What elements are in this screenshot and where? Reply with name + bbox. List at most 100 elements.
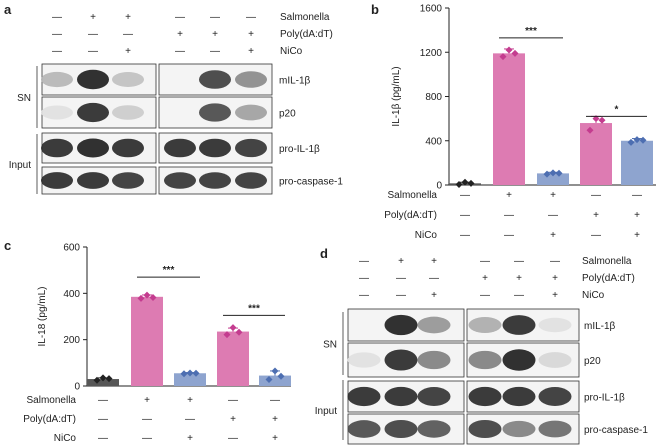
blot-band xyxy=(538,420,572,438)
bar xyxy=(493,53,525,186)
data-point xyxy=(180,370,188,378)
condition-sign: + xyxy=(634,230,640,241)
blot-band xyxy=(41,105,73,120)
y-tick-label: 0 xyxy=(74,382,80,393)
blot-condition-sign: + xyxy=(431,290,437,301)
blot-condition-sign: — xyxy=(359,256,369,267)
bar xyxy=(580,123,612,185)
blot-band-label: p20 xyxy=(584,356,601,367)
data-point xyxy=(549,169,557,177)
condition-sign: + xyxy=(272,414,278,425)
blot-condition-sign: + xyxy=(125,12,131,23)
significance-label: *** xyxy=(248,303,260,314)
blot-band xyxy=(538,317,572,333)
condition-sign: — xyxy=(228,433,238,444)
condition-sign: — xyxy=(460,230,470,241)
data-point xyxy=(633,136,641,144)
blot-condition-sign: — xyxy=(52,12,62,23)
blot-condition-sign: — xyxy=(480,290,490,301)
blot-band xyxy=(502,349,536,371)
blot-condition-sign: — xyxy=(550,256,560,267)
blot-band xyxy=(468,317,502,333)
group-label: SN xyxy=(323,340,337,351)
condition-sign: — xyxy=(98,414,108,425)
condition-label: NiCo xyxy=(54,433,77,444)
blot-condition-sign: — xyxy=(429,273,439,284)
condition-sign: — xyxy=(460,190,470,201)
group-label: SN xyxy=(17,93,31,104)
panel-letter-d: d xyxy=(320,246,328,261)
blot-band xyxy=(77,138,109,158)
bar xyxy=(537,173,569,185)
data-point xyxy=(105,375,113,383)
data-point xyxy=(467,179,475,187)
condition-sign: + xyxy=(506,190,512,201)
condition-label: Salmonella xyxy=(27,395,77,406)
y-tick-label: 1200 xyxy=(420,48,443,59)
blot-band xyxy=(199,138,231,158)
condition-label: Salmonella xyxy=(388,190,438,201)
condition-label: Poly(dA:dT) xyxy=(384,210,437,221)
condition-sign: — xyxy=(504,210,514,221)
data-point xyxy=(265,376,273,384)
condition-sign: + xyxy=(230,414,236,425)
data-point xyxy=(598,116,606,124)
blot-condition-sign: + xyxy=(248,29,254,40)
data-point xyxy=(223,331,231,339)
blot-condition-sign: + xyxy=(398,256,404,267)
condition-sign: — xyxy=(142,414,152,425)
condition-sign: — xyxy=(228,395,238,406)
blot-band xyxy=(347,420,381,438)
blot-band xyxy=(41,172,73,189)
blot-band xyxy=(347,386,381,407)
blot-band xyxy=(468,386,502,407)
blot-band xyxy=(235,71,267,88)
panel-letter-a: a xyxy=(4,2,12,17)
data-point xyxy=(186,369,194,377)
y-tick-label: 1600 xyxy=(420,4,443,15)
blot-band xyxy=(417,316,451,334)
condition-sign: — xyxy=(591,190,601,201)
blot-band xyxy=(417,350,451,370)
blot-band xyxy=(538,352,572,368)
y-tick-label: 400 xyxy=(63,289,80,300)
blot-band xyxy=(417,387,451,406)
blot-condition-sign: — xyxy=(514,256,524,267)
condition-sign: — xyxy=(98,433,108,444)
bar xyxy=(217,331,249,386)
condition-sign: — xyxy=(548,210,558,221)
blot-band xyxy=(384,420,418,438)
blot-condition-sign: — xyxy=(123,29,133,40)
panel-letter-b: b xyxy=(371,2,379,17)
significance-label: *** xyxy=(525,26,537,37)
data-point xyxy=(137,294,145,302)
data-point xyxy=(93,376,101,384)
blot-band-label: pro-IL-1β xyxy=(584,393,625,404)
blot-band xyxy=(199,70,231,89)
blot-band-label: mIL-1β xyxy=(584,321,616,332)
blot-condition-sign: — xyxy=(88,29,98,40)
blot-band xyxy=(112,172,144,189)
blot-condition-sign: — xyxy=(514,290,524,301)
blot-condition-sign: — xyxy=(52,29,62,40)
blot-band xyxy=(235,172,267,189)
blot-condition-sign: — xyxy=(210,46,220,57)
condition-sign: + xyxy=(187,395,193,406)
blot-band-label: pro-IL-1β xyxy=(279,144,320,155)
condition-sign: + xyxy=(634,210,640,221)
blot-condition-sign: + xyxy=(248,46,254,57)
blot-condition-label: Poly(dA:dT) xyxy=(582,273,635,284)
bar xyxy=(174,373,206,386)
blot-band xyxy=(417,420,451,438)
blot-condition-sign: — xyxy=(246,12,256,23)
blot-band xyxy=(502,420,536,438)
group-label: Input xyxy=(9,160,31,171)
blot-condition-sign: — xyxy=(396,290,406,301)
blot-condition-sign: — xyxy=(480,256,490,267)
blot-condition-sign: — xyxy=(359,273,369,284)
data-point xyxy=(505,46,513,54)
blot-condition-sign: + xyxy=(552,273,558,284)
condition-label: Poly(dA:dT) xyxy=(23,414,76,425)
significance-label: * xyxy=(615,104,619,115)
